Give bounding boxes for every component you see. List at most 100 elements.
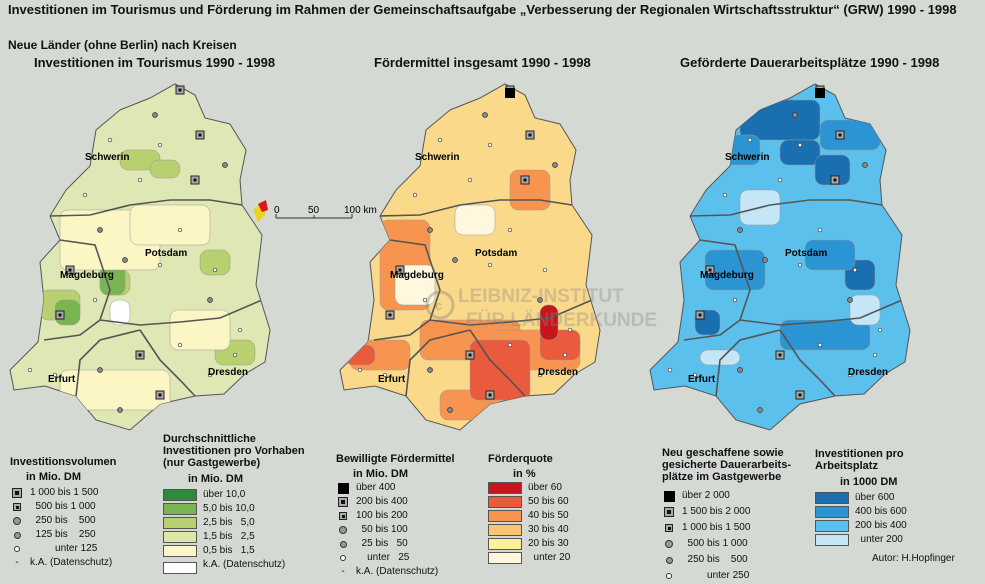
legend-item: 125 bis 250 (10, 528, 116, 542)
dash-icon: - (341, 566, 345, 577)
legend-item: 0,5 bis 1,5 (163, 544, 305, 558)
symbol-icon (336, 555, 350, 561)
legend-item: unter 125 (10, 542, 116, 556)
legend-label: unter 20 (528, 552, 571, 563)
state-border (469, 329, 526, 397)
watermark-line2: FÜR LÄNDERKUNDE (466, 310, 657, 331)
district-patch (199, 249, 231, 276)
symbol-small (507, 342, 513, 348)
legend-item: 200 bis 400 (336, 495, 455, 509)
symbol-icon (10, 546, 24, 552)
legend-item: über 10,0 (163, 488, 305, 502)
symbol-icon (10, 517, 24, 525)
district-patch (509, 169, 551, 211)
color-swatch (815, 520, 849, 532)
symbol-small (207, 372, 213, 378)
scale-label-50: 50 (308, 205, 320, 216)
state-border (43, 239, 111, 341)
symbol-small (92, 297, 98, 303)
watermark: c LEIBNIZ-INSTITUT FÜR LÄNDERKUNDE (425, 286, 657, 331)
legend-item: 1 500 bis 2 000 (662, 504, 791, 520)
legend-item: über 60 (488, 481, 570, 495)
symbol-icon (336, 512, 350, 520)
symbol-small (872, 352, 878, 358)
legend-label: 0,5 bis 1,5 (203, 545, 255, 556)
legend-unit: in Mio. DM (353, 468, 408, 480)
symbol-icon (10, 531, 24, 539)
symbol-small (27, 367, 33, 373)
legend-label: über 600 (855, 492, 895, 503)
legend-item: 2,5 bis 5,0 (163, 516, 305, 530)
legend-item: 1 000 bis 1 500 (662, 520, 791, 536)
district-patch (129, 204, 211, 246)
legend-label: 200 bis 400 (855, 520, 907, 531)
district-patch (739, 99, 821, 141)
state-border (49, 199, 243, 217)
symbol-small (722, 192, 728, 198)
symbol-small (487, 262, 493, 268)
legend-item: 250 bis 500 (10, 514, 116, 528)
maps-canvas: Schwerin Potsdam Magdeburg Dresden Erfurt Sc… (9, 83, 911, 431)
symbol-small (177, 342, 183, 348)
legend-title: Arbeitsplatz (815, 460, 878, 472)
city-label-schwerin: Schwerin (415, 152, 459, 163)
legend-label: 125 bis 250 (30, 529, 96, 540)
legend-title: Investitionen pro Vorhaben (163, 445, 305, 457)
symbol-small (107, 137, 113, 143)
legend-label: unter 200 (855, 534, 903, 545)
page-subtitle: Neue Länder (ohne Berlin) nach Kreisen (8, 38, 237, 52)
legend-label: 500 bis 1 000 (682, 538, 748, 549)
legend-item: 200 bis 400 (815, 519, 907, 533)
symbol-small (427, 227, 433, 233)
legend-durchschnitt: Durchschnittliche Investitionen pro Vorh… (163, 433, 305, 574)
state-border (405, 329, 471, 397)
state-border (379, 199, 573, 217)
symbol-small (507, 227, 513, 233)
state-border (99, 299, 263, 326)
symbol-small (877, 327, 883, 333)
legend-label: 30 bis 40 (528, 524, 569, 535)
legend-item: 25 bis 50 (336, 537, 455, 551)
color-swatch (163, 545, 197, 557)
district-patch (454, 204, 496, 236)
symbol-small (157, 262, 163, 268)
symbol-small (797, 142, 803, 148)
symbol-icon (336, 526, 350, 534)
color-swatch (488, 510, 522, 522)
city-label-erfurt: Erfurt (378, 374, 406, 385)
district-patch (149, 159, 181, 179)
district-patch (849, 294, 881, 326)
symbol-icon (10, 488, 24, 498)
legend-item: - k.A. (Datenschutz) (336, 565, 455, 579)
legend-foerdermittel: Bewilligte Fördermittel in Mio. DM über … (336, 453, 455, 579)
district-patch (779, 319, 871, 351)
symbol-small (412, 192, 418, 198)
district-patch (704, 249, 766, 291)
state-border (689, 199, 883, 217)
symbol-small (777, 177, 783, 183)
symbol-small (97, 367, 103, 373)
district-patch (169, 309, 231, 351)
symbol-small (437, 137, 443, 143)
legend-label: k.A. (Datenschutz) (356, 566, 439, 577)
legend-item: unter 20 (488, 551, 570, 565)
symbol-icon (662, 490, 676, 502)
symbol-small (797, 262, 803, 268)
symbol-small (122, 257, 128, 263)
legend-label: 1 500 bis 2 000 (682, 506, 751, 517)
color-swatch (488, 552, 522, 564)
watermark-line1: LEIBNIZ-INSTITUT (458, 286, 624, 307)
map-arbeitsplaetze: Schwerin Potsdam Magdeburg Dresden Erfurt (649, 83, 911, 431)
symbol-small (537, 297, 543, 303)
symbol-icon (336, 540, 350, 548)
map-title-arbeitsplaetze: Geförderte Dauerarbeitsplätze 1990 - 199… (680, 55, 940, 70)
symbol-small (562, 352, 568, 358)
symbol-small (567, 327, 573, 333)
color-swatch (488, 482, 522, 494)
symbol-small (747, 137, 753, 143)
legend-investitionsvolumen: Investitionsvolumen in Mio. DM 1 000 bis… (10, 456, 116, 570)
legend-unit: in 1000 DM (840, 476, 898, 488)
symbol-small (542, 267, 548, 273)
legend-item: über 600 (815, 491, 907, 505)
legend-item: 1,5 bis 2,5 (163, 530, 305, 544)
